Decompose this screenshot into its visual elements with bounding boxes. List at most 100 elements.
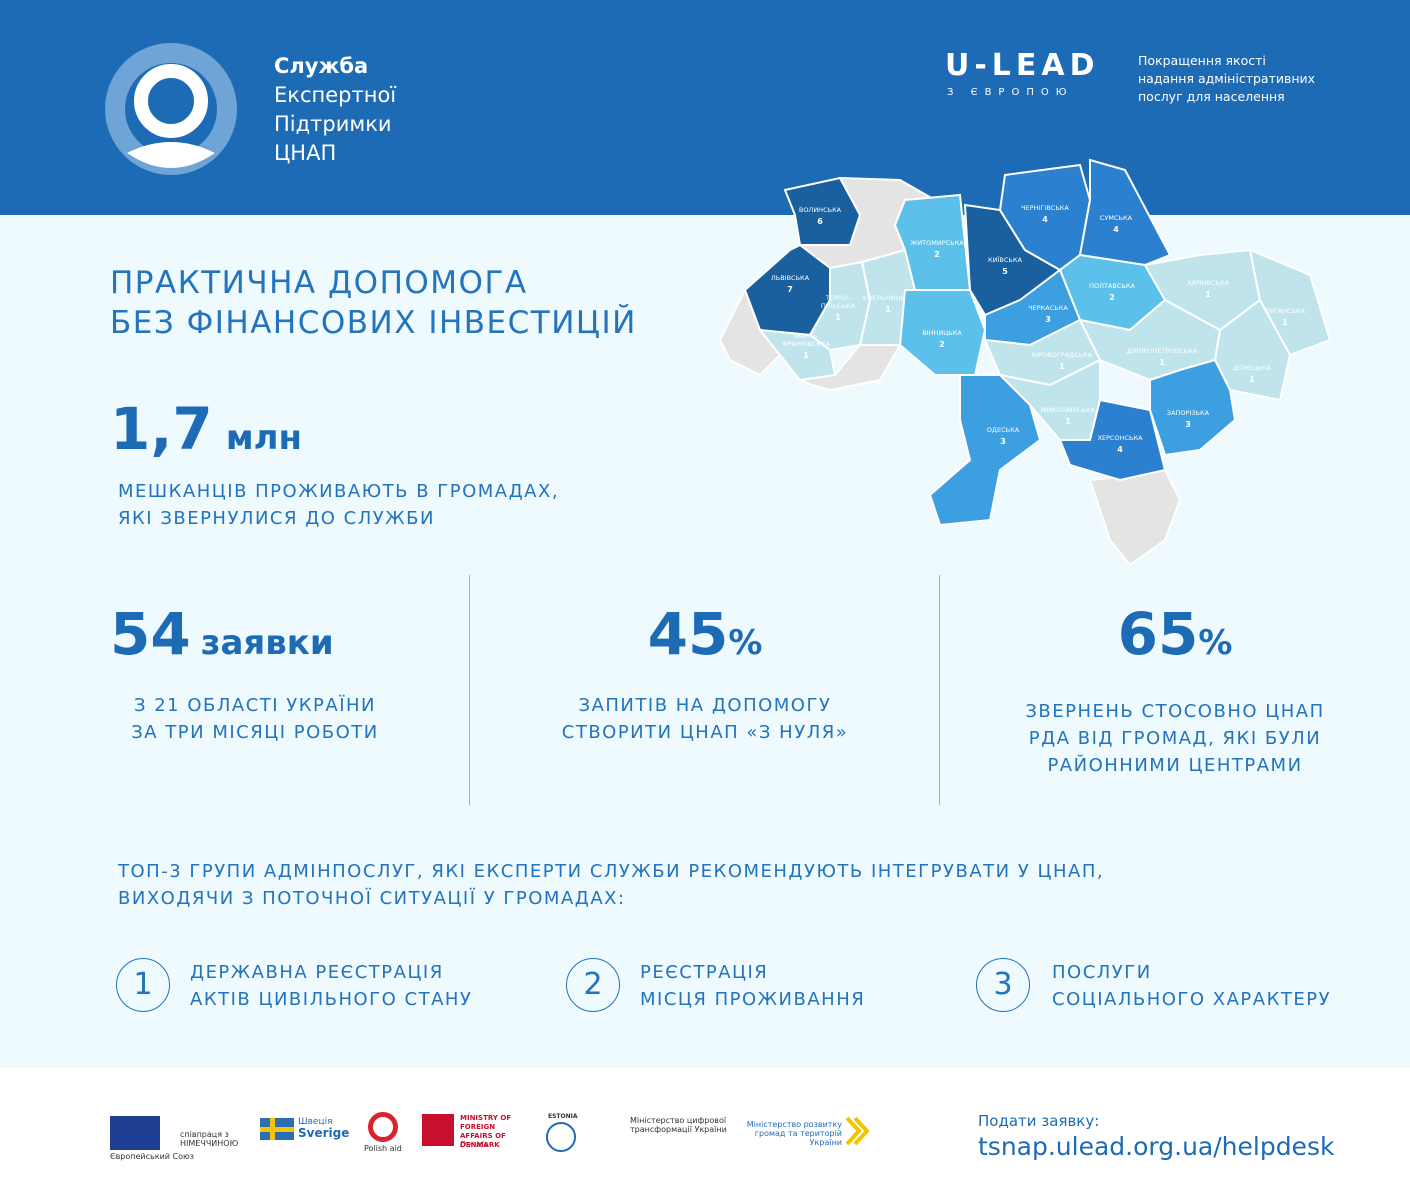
- tagline-line: надання адміністративних: [1138, 71, 1316, 86]
- region-count: 4: [1113, 225, 1119, 234]
- region-count: 2: [939, 340, 945, 349]
- item-number: 1: [116, 958, 170, 1012]
- eu-flag: [110, 1116, 160, 1150]
- logo-text: співпраця з НІМЕЧЧИНОЮ: [180, 1130, 239, 1148]
- card: 65% ЗВЕРНЕНЬ СТОСОВНО ЦНАП РДА ВІД ГРОМАД,…: [950, 600, 1400, 779]
- regions: ВОЛИНСЬКА 6 ЛЬВІВСЬКА 7 ТЕРНО-ПІЛЬСЬКА 1 ІВАНО…: [743, 158, 1332, 527]
- card-value: 65: [1117, 600, 1199, 668]
- region-name: ЛУГАНСЬКА: [1265, 307, 1306, 315]
- text-line: МІСЦЯ ПРОЖИВАННЯ: [640, 989, 866, 1010]
- region: [1149, 358, 1237, 457]
- text-line: ПОСЛУГИ: [1052, 962, 1152, 983]
- residents-unit: млн: [225, 418, 303, 458]
- card-text: ЗАПИТІВ НА ДОПОМОГУ СТВОРИТИ ЦНАП «З НУЛЯ…: [480, 692, 930, 746]
- region-count: 7: [787, 285, 793, 294]
- text-line: ТОП-3 ГРУПИ АДМІНПОСЛУГ, ЯКІ ЕКСПЕРТИ СЛ…: [118, 861, 1105, 882]
- text-line: РДА ВІД ГРОМАД, ЯКІ БУЛИ: [1028, 728, 1322, 749]
- text-line: ДЕРЖАВНА РЕЄСТРАЦІЯ: [190, 962, 444, 983]
- logo: [105, 43, 237, 175]
- logo-text: MINISTRY OF FOREIGN AFFAIRS OF DENMARK: [460, 1114, 512, 1149]
- logo-text: Danida: [460, 1140, 489, 1149]
- region-count: 3: [1185, 420, 1191, 429]
- chevron: [845, 1116, 869, 1146]
- card: 54 заявки З 21 ОБЛАСТІ УКРАЇНИ ЗА ТРИ МІСЯЦ…: [110, 600, 470, 746]
- text-line: З 21 ОБЛАСТІ УКРАЇНИ: [133, 695, 377, 716]
- text-line: ЗА ТРИ МІСЯЦІ РОБОТИ: [131, 722, 379, 743]
- service-title: Служба Експертної Підтримки ЦНАП: [274, 52, 396, 168]
- logo-text: Міністерство розвитку громад та територі…: [746, 1120, 842, 1147]
- text-line: РЕЄСТРАЦІЯ: [640, 962, 769, 983]
- headline-line: БЕЗ ФІНАНСОВИХ ІНВЕСТИЦІЙ: [110, 305, 637, 341]
- region-name: СУМСЬКА: [1100, 214, 1133, 222]
- region: [1058, 398, 1167, 482]
- se-flag: [260, 1118, 294, 1140]
- region-name: ЧЕРНІГІВСЬКА: [1021, 204, 1069, 212]
- logo-text: ESTONIA: [548, 1113, 578, 1120]
- text-line: АКТІВ ЦИВІЛЬНОГО СТАНУ: [190, 989, 473, 1010]
- text-line: ЗАПИТІВ НА ДОПОМОГУ: [578, 695, 832, 716]
- residents-text: МЕШКАНЦІВ ПРОЖИВАЮТЬ В ГРОМАДАХ, ЯКІ ЗВЕ…: [118, 478, 559, 532]
- region-count: 1: [835, 313, 841, 322]
- logo-text: Швеція: [298, 1117, 333, 1127]
- region-count: 1: [1249, 375, 1255, 384]
- region: [928, 374, 1042, 527]
- headline-line: ПРАКТИЧНА ДОПОМОГА: [110, 265, 528, 301]
- region-count: 1: [1159, 358, 1165, 367]
- region-name: КІРОВОГРАДСЬКА: [1032, 351, 1093, 359]
- region-count: 3: [1000, 437, 1006, 446]
- card-value: 45: [647, 600, 729, 668]
- headline: ПРАКТИЧНА ДОПОМОГА БЕЗ ФІНАНСОВИХ ІНВЕСТ…: [110, 263, 637, 343]
- ulead-sub: З ЄВРОПОЮ: [947, 87, 1074, 98]
- region: [1078, 158, 1172, 267]
- region-name: МИКОЛАЇВСЬКА: [1041, 405, 1096, 414]
- card-value: 54: [110, 600, 191, 668]
- region-name: ЛЬВІВСЬКА: [771, 274, 810, 282]
- divider: [939, 575, 940, 805]
- region-count: 4: [1042, 215, 1048, 224]
- region-count: 1: [1205, 290, 1211, 299]
- region-name: ЖИТОМИРСЬКА: [910, 239, 964, 247]
- title-line: Служба: [274, 54, 369, 78]
- region-name: ОДЕСЬКА: [987, 426, 1020, 434]
- card-figure: 65%: [950, 600, 1400, 680]
- tagline-line: Покращення якості: [1138, 53, 1266, 68]
- logo-text: Міністерство цифрової трансформації Укра…: [630, 1116, 727, 1134]
- header: Служба Експертної Підтримки ЦНАП U-LEAD …: [0, 0, 1410, 215]
- region-count: 6: [817, 217, 823, 226]
- item-text: ПОСЛУГИ СОЦІАЛЬНОГО ХАРАКТЕРУ: [1052, 959, 1331, 1013]
- text-line: ЗВЕРНЕНЬ СТОСОВНО ЦНАП: [1025, 701, 1325, 722]
- region: [783, 176, 862, 246]
- region-count: 1: [1282, 318, 1288, 327]
- region-name: ДНІПРОПЕТРОВСЬКА: [1127, 347, 1198, 355]
- footer: Європейський Союз співпраця з НІМЕЧЧИНОЮ…: [0, 1068, 1410, 1193]
- region-name: ФРАНКІВСЬКА: [782, 340, 830, 348]
- card-text: З 21 ОБЛАСТІ УКРАЇНИ ЗА ТРИ МІСЯЦІ РОБОТИ: [110, 692, 400, 746]
- region-count: 1: [885, 305, 891, 314]
- region-name: КИЇВСЬКА: [988, 255, 1022, 264]
- region-name: ДОНЕЦЬКА: [1233, 364, 1271, 372]
- region-name: ВІННИЦЬКА: [922, 329, 962, 337]
- region: [757, 328, 837, 382]
- text-line: ВИХОДЯЧИ З ПОТОЧНОЇ СИТУАЦІЇ У ГРОМАДАХ:: [118, 888, 626, 909]
- region-count: 3: [1045, 315, 1051, 324]
- card: 45% ЗАПИТІВ НА ДОПОМОГУ СТВОРИТИ ЦНАП «З Н…: [480, 600, 930, 746]
- url[interactable]: tsnap.ulead.org.ua/helpdesk: [978, 1132, 1335, 1161]
- denmark-mark: [422, 1114, 454, 1146]
- region-count: 1: [1065, 417, 1071, 426]
- item-number: 2: [566, 958, 620, 1012]
- tagline: Покращення якості надання адміністративн…: [1138, 52, 1315, 106]
- item-number: 3: [976, 958, 1030, 1012]
- tagline-line: послуг для населення: [1138, 89, 1285, 104]
- region-name: ТЕРНО-: [825, 294, 851, 302]
- text-line: СТВОРИТИ ЦНАП «З НУЛЯ»: [561, 722, 849, 743]
- region-name: ВОЛИНСЬКА: [799, 206, 842, 214]
- region-count: 1: [1059, 362, 1065, 371]
- polish-aid-mark: [368, 1112, 398, 1142]
- apply-label: Подати заявку:: [978, 1112, 1100, 1130]
- logo-text: Європейський Союз: [110, 1152, 194, 1161]
- card-figure: 54 заявки: [110, 600, 470, 680]
- region-count: 2: [934, 250, 940, 259]
- region-count: 4: [1117, 445, 1123, 454]
- region-name: ЧЕРКАСЬКА: [1028, 304, 1068, 312]
